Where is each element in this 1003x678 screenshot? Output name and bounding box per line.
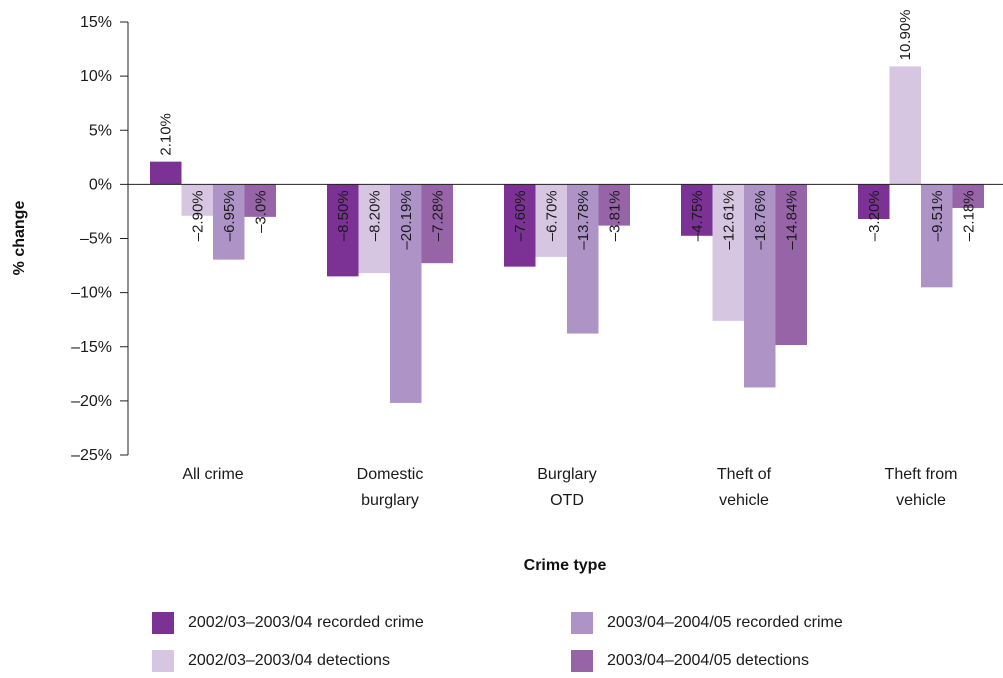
data-label: –8.50%: [335, 190, 352, 241]
data-label: –2.18%: [960, 190, 977, 241]
data-label: 2.10%: [158, 113, 175, 156]
bar: [712, 184, 744, 321]
bar: [535, 184, 567, 257]
category-label: OTD: [550, 492, 584, 509]
category-label: All crime: [182, 466, 243, 483]
y-tick-label: –10%: [71, 285, 112, 302]
bar: [421, 184, 453, 264]
bar: [681, 184, 713, 236]
bar: [390, 184, 422, 403]
data-label: –3.81%: [606, 190, 623, 241]
y-tick-label: 5%: [89, 122, 112, 139]
bar: [504, 184, 536, 267]
data-label: 10.90%: [897, 10, 914, 61]
data-label: –6.70%: [543, 190, 560, 241]
bar: [921, 184, 953, 288]
bar: [567, 184, 599, 334]
legend-item-series-1: 2002/03–2003/04 detections: [152, 650, 390, 672]
bar: [744, 184, 776, 388]
legend-label: 2002/03–2003/04 recorded crime: [188, 614, 424, 631]
bar: [952, 184, 984, 208]
legend-swatch: [571, 612, 593, 634]
legend-item-series-2: 2003/04–2004/05 recorded crime: [571, 612, 843, 634]
data-label: –13.78%: [575, 190, 592, 249]
y-tick-label: –25%: [71, 447, 112, 464]
bar: [858, 184, 890, 220]
data-label: –20.19%: [398, 190, 415, 249]
y-tick-label: –15%: [71, 339, 112, 356]
legend-item-series-0: 2002/03–2003/04 recorded crime: [152, 612, 424, 634]
data-label: –12.61%: [720, 190, 737, 249]
y-tick-label: –20%: [71, 393, 112, 410]
category-labels: All crime Domestic burglary Burglary OTD Thef…: [182, 466, 957, 509]
bar: [327, 184, 359, 277]
data-label: –8.20%: [366, 190, 383, 241]
data-label: –7.28%: [429, 190, 446, 241]
data-labels: 2.10% –2.90% –6.95% –3.0% –8.50% –8.20% –20.19…: [158, 10, 978, 250]
legend-swatch: [152, 612, 174, 634]
y-tick-label: –5%: [80, 231, 112, 248]
data-label: –2.90%: [189, 190, 206, 241]
data-label: –3.20%: [866, 190, 883, 241]
category-label: Domestic: [357, 466, 424, 483]
bars: [128, 66, 1003, 403]
y-axis-title: % change: [11, 201, 28, 276]
legend: 2002/03–2003/04 recorded crime 2002/03–2…: [152, 612, 952, 672]
legend-label: 2003/04–2004/05 recorded crime: [607, 614, 843, 631]
data-label: –14.84%: [783, 190, 800, 249]
category-label: burglary: [361, 492, 419, 509]
bar: [150, 161, 182, 185]
data-label: –9.51%: [929, 190, 946, 241]
bar: [598, 184, 630, 226]
x-axis-title: Crime type: [524, 557, 607, 574]
legend-label: 2002/03–2003/04 detections: [188, 652, 390, 669]
category-label: Theft from: [885, 466, 958, 483]
category-label: vehicle: [719, 492, 769, 509]
data-label: –18.76%: [752, 190, 769, 249]
y-tick-label: 15%: [80, 14, 112, 31]
bar: [213, 184, 245, 260]
y-axis: 15% 10% 5% 0% –5% –10% –15% –20% –25%: [71, 14, 129, 464]
bar: [889, 66, 921, 185]
data-label: –6.95%: [221, 190, 238, 241]
data-label: –4.75%: [689, 190, 706, 241]
bar: [244, 184, 276, 217]
bar: [358, 184, 390, 274]
bar: [181, 184, 213, 216]
legend-swatch: [571, 650, 593, 672]
data-label: –3.0%: [252, 190, 269, 233]
category-label: Theft of: [717, 466, 772, 483]
legend-label: 2003/04–2004/05 detections: [607, 652, 809, 669]
legend-item-series-3: 2003/04–2004/05 detections: [571, 650, 809, 672]
y-tick-label: 0%: [89, 176, 112, 193]
bar-chart: 15% 10% 5% 0% –5% –10% –15% –20% –25% 2.10% –2.90…: [11, 10, 1003, 574]
y-tick-label: 10%: [80, 68, 112, 85]
legend-swatch: [152, 650, 174, 672]
data-label: –7.60%: [512, 190, 529, 241]
bar: [775, 184, 807, 346]
category-label: vehicle: [896, 492, 946, 509]
category-label: Burglary: [537, 466, 597, 483]
